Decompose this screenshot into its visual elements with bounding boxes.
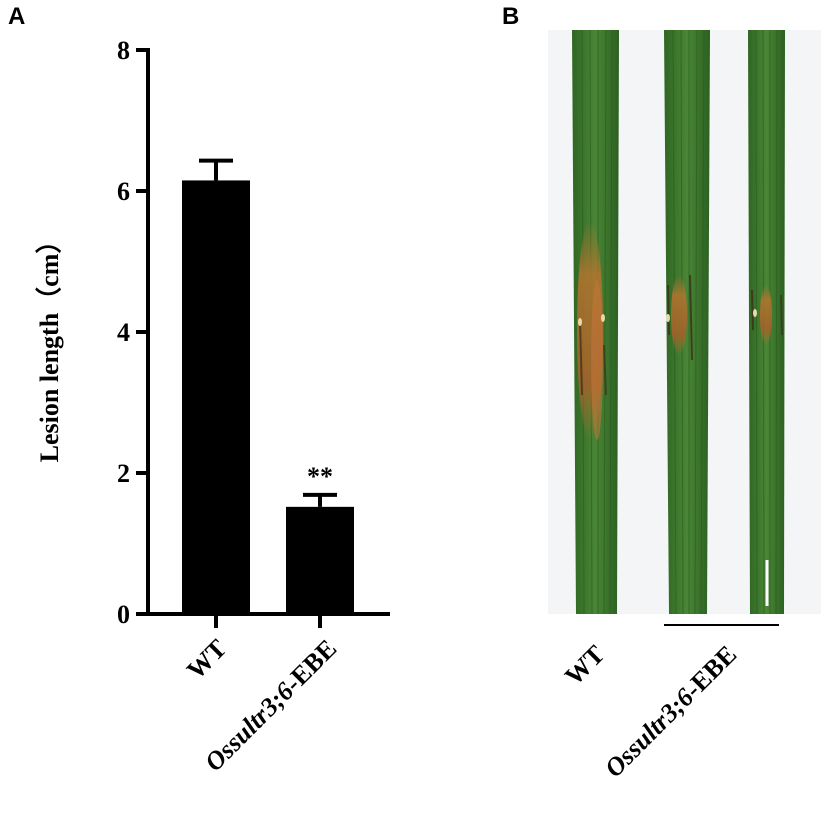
leaf-ebe-2 — [748, 29, 785, 615]
significance-label: ** — [307, 462, 333, 491]
lesion-ebe-1 — [671, 275, 687, 355]
y-ticks: 0 2 4 6 8 — [117, 36, 148, 629]
y-tick-label: 2 — [117, 459, 130, 488]
y-tick-label: 6 — [117, 177, 130, 206]
panel-a-letter: A — [8, 3, 25, 30]
bar — [286, 506, 354, 614]
y-tick-label: 8 — [117, 36, 130, 65]
photo-category-label: WT — [559, 640, 610, 691]
leaf-ebe-1 — [664, 29, 710, 615]
y-tick-label: 0 — [117, 600, 130, 629]
y-tick-label: 4 — [117, 318, 130, 347]
bar — [182, 180, 250, 615]
x-category-label: WT — [181, 634, 232, 685]
leaf-wt — [572, 29, 619, 615]
y-axis-title: Lesion length（cm） — [35, 228, 64, 463]
photo-category-label: Ossultr3;6-EBE — [599, 640, 742, 783]
lesion-ebe-2 — [760, 285, 772, 345]
panel-b-letter: B — [502, 3, 519, 30]
bars: ** — [182, 158, 354, 628]
